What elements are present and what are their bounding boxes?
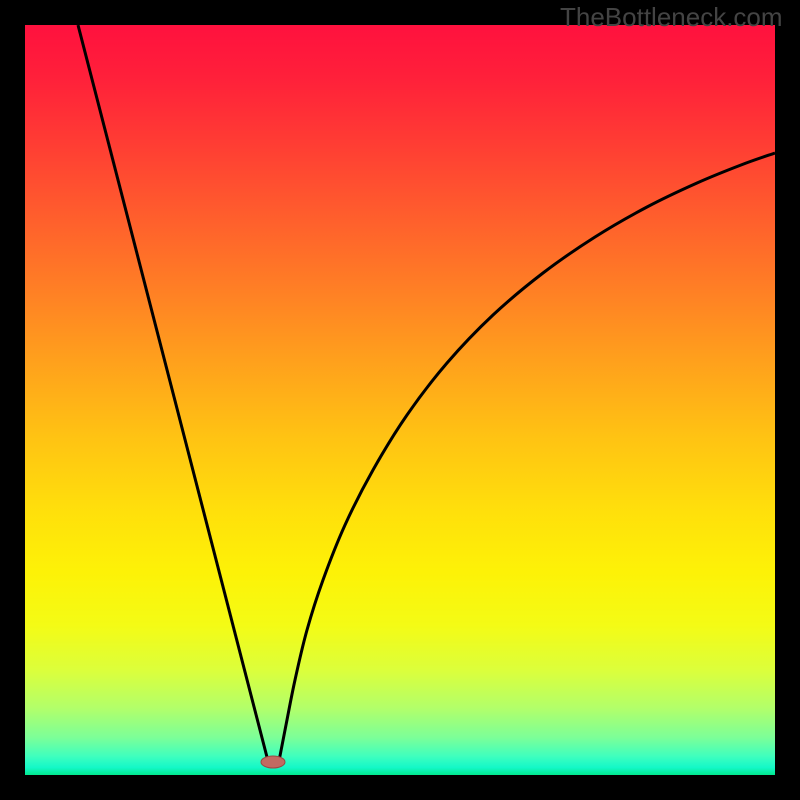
plot-area — [25, 25, 775, 775]
curve-right-branch — [279, 153, 775, 761]
chart-frame: TheBottleneck.com — [0, 0, 800, 800]
curve-left-branch — [78, 25, 268, 761]
optimal-marker — [261, 756, 285, 768]
watermark-text: TheBottleneck.com — [560, 2, 783, 33]
bottleneck-curve — [25, 25, 775, 775]
